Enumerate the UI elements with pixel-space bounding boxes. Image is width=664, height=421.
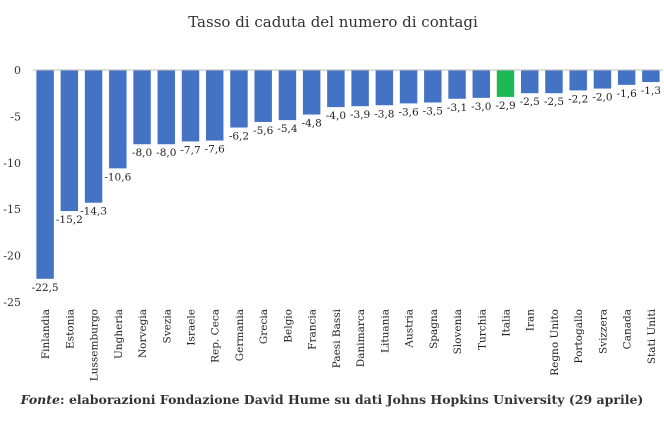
x-tick-label: Finlandia bbox=[40, 309, 52, 359]
bar bbox=[60, 70, 79, 212]
x-tick-label: Lussemburgo bbox=[89, 309, 101, 381]
data-label: -7,6 bbox=[205, 144, 226, 156]
x-tick-label: Israele bbox=[186, 309, 198, 346]
data-label: -3,1 bbox=[447, 102, 467, 114]
data-label: -22,5 bbox=[32, 282, 59, 294]
source-label: Fonte bbox=[20, 392, 60, 407]
bar bbox=[375, 70, 394, 106]
data-label: -2,0 bbox=[592, 92, 612, 104]
bar bbox=[254, 70, 272, 122]
data-label: -7,7 bbox=[180, 144, 200, 156]
source-text: : elaborazioni Fondazione David Hume su … bbox=[59, 392, 644, 407]
x-tick-label: Turchia bbox=[476, 309, 488, 350]
data-label: -6,2 bbox=[229, 131, 249, 143]
y-tick-label: 0 bbox=[14, 64, 21, 77]
bar bbox=[133, 70, 151, 145]
chart-title: Tasso di caduta del numero di contagi bbox=[188, 13, 478, 31]
x-tick-label: Canada bbox=[622, 309, 634, 349]
x-tick-label: Portogallo bbox=[573, 309, 585, 364]
x-tick-label: Paesi Bassi bbox=[331, 308, 343, 368]
x-tick-label: Rep. Ceca bbox=[210, 309, 222, 363]
bar bbox=[302, 70, 321, 115]
bar bbox=[157, 70, 175, 145]
bar bbox=[593, 70, 612, 89]
bar bbox=[181, 70, 200, 142]
data-label: -4,0 bbox=[326, 110, 346, 122]
bar bbox=[206, 70, 224, 141]
x-tick-label: Grecia bbox=[258, 309, 270, 344]
bar bbox=[424, 70, 442, 103]
data-label: -14,3 bbox=[80, 206, 107, 218]
x-tick-label: Estonia bbox=[64, 309, 76, 349]
bar bbox=[617, 70, 636, 85]
x-tick-label: Svezia bbox=[161, 309, 173, 344]
bar bbox=[36, 70, 54, 279]
x-tick-label: Spagna bbox=[428, 309, 440, 349]
bar bbox=[448, 70, 466, 99]
data-label: -3,5 bbox=[423, 105, 443, 117]
x-tick-label: Stati Uniti bbox=[646, 308, 658, 364]
y-tick-label: -15 bbox=[3, 203, 21, 216]
bars bbox=[36, 70, 660, 279]
data-label: -5,6 bbox=[253, 125, 274, 137]
data-label: -10,6 bbox=[104, 171, 131, 183]
x-tick-label: Germania bbox=[234, 309, 246, 361]
data-label: -2,5 bbox=[544, 96, 564, 108]
x-tick-label: Belgio bbox=[282, 309, 294, 343]
x-axis-labels: Finlandia Estonia Lussemburgo Ungheria Norve… bbox=[40, 308, 658, 381]
x-tick-label: Austria bbox=[404, 309, 416, 349]
bar bbox=[472, 70, 490, 98]
data-label: -3,0 bbox=[471, 101, 491, 113]
data-label: -3,6 bbox=[398, 106, 419, 118]
data-label: -8,0 bbox=[156, 147, 176, 159]
bar bbox=[642, 70, 660, 83]
bar bbox=[569, 70, 587, 91]
y-tick-label: -10 bbox=[3, 157, 21, 170]
data-label: -4,8 bbox=[302, 118, 322, 130]
data-label: -2,9 bbox=[495, 100, 515, 112]
bar bbox=[521, 70, 539, 94]
x-tick-label: Italia bbox=[501, 309, 513, 337]
data-label: -2,2 bbox=[568, 93, 588, 105]
bar bbox=[230, 70, 248, 128]
bar bbox=[109, 70, 127, 169]
x-tick-label: Ungheria bbox=[113, 309, 125, 359]
x-tick-label: Lituania bbox=[379, 309, 391, 353]
bar bbox=[399, 70, 418, 104]
data-label: -3,8 bbox=[374, 108, 394, 120]
x-tick-label: Svizzera bbox=[597, 309, 609, 354]
data-label: -1,6 bbox=[617, 88, 638, 100]
data-label: -2,5 bbox=[520, 96, 540, 108]
bar bbox=[84, 70, 103, 203]
x-tick-label: Iran bbox=[525, 309, 537, 331]
bar bbox=[496, 70, 515, 97]
y-tick-label: -25 bbox=[3, 296, 21, 309]
x-tick-label: Slovenia bbox=[452, 309, 464, 354]
data-label: -8,0 bbox=[132, 147, 152, 159]
bar bbox=[351, 70, 369, 107]
y-tick-label: -5 bbox=[10, 110, 21, 123]
y-axis: 0 -5 -10 -15 -20 -25 bbox=[3, 64, 21, 309]
bar bbox=[278, 70, 297, 121]
x-tick-label: Francia bbox=[307, 309, 319, 350]
data-label: -15,2 bbox=[56, 214, 83, 226]
bar bbox=[545, 70, 563, 94]
source-note: Fonte: elaborazioni Fondazione David Hum… bbox=[0, 392, 664, 407]
data-label: -3,9 bbox=[350, 109, 370, 121]
x-tick-label: Norvegia bbox=[137, 309, 149, 358]
x-tick-label: Danimarca bbox=[355, 309, 367, 367]
y-tick-label: -20 bbox=[3, 250, 21, 263]
data-label: -5,4 bbox=[277, 123, 298, 135]
bar bbox=[327, 70, 345, 108]
data-labels: -22,5-15,2-14,3-10,6-8,0 -8,0 -7,7 -7,6-6,2… bbox=[32, 85, 661, 294]
data-label: -1,3 bbox=[641, 85, 661, 97]
x-tick-label: Regno Unito bbox=[549, 309, 561, 376]
